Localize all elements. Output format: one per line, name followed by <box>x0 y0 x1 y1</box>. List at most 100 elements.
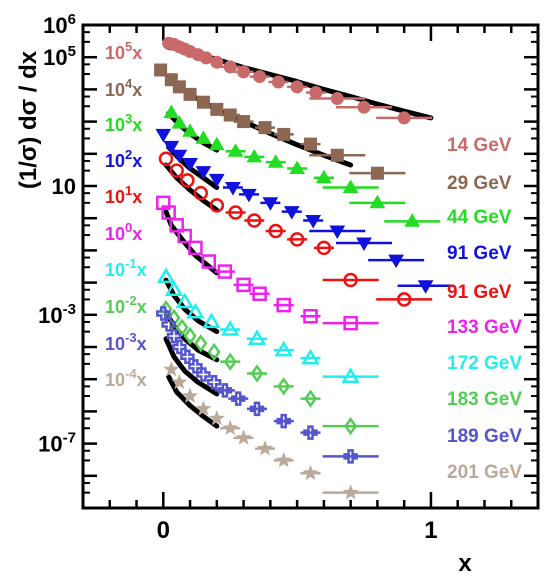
data-point <box>343 315 358 331</box>
data-point <box>180 349 195 364</box>
series-energy-label: 133 GeV <box>447 317 522 338</box>
data-point <box>210 102 224 116</box>
data-point <box>163 104 180 119</box>
data-point <box>330 148 344 162</box>
series-energy-label: 183 GeV <box>447 389 522 410</box>
series-energy-label: 201 GeV <box>447 462 522 483</box>
data-point <box>223 352 237 371</box>
data-point <box>301 348 320 365</box>
scale-label: 10-2x <box>105 293 147 317</box>
series-9 <box>163 361 379 500</box>
data-point <box>155 128 172 143</box>
data-point <box>195 400 212 416</box>
data-point <box>343 272 358 288</box>
data-point <box>171 373 188 390</box>
data-point <box>305 215 322 229</box>
data-point <box>249 401 265 417</box>
data-points <box>154 36 454 500</box>
scale-label: 10-1x <box>105 256 147 280</box>
series-energy-label: 189 GeV <box>447 426 522 447</box>
data-point <box>164 280 184 296</box>
data-point <box>210 55 224 69</box>
data-point <box>247 213 262 228</box>
data-point <box>172 80 186 94</box>
data-point <box>195 166 212 180</box>
scale-label: 103x <box>105 111 142 135</box>
data-point <box>230 391 246 406</box>
data-point <box>235 429 252 445</box>
series-5 <box>156 195 379 331</box>
data-point <box>217 383 233 398</box>
data-point <box>329 225 346 239</box>
data-point <box>177 228 192 244</box>
data-point <box>357 100 371 114</box>
data-point <box>201 254 217 269</box>
data-point <box>171 149 188 164</box>
y-tick-label: 10-3 <box>38 301 76 328</box>
data-point <box>217 264 233 279</box>
x-tick-label: 1 <box>424 517 437 544</box>
data-point <box>183 87 197 101</box>
series-1 <box>154 63 406 180</box>
y-tick-label: 106 <box>43 11 76 38</box>
scale-label: 104x <box>105 76 142 100</box>
data-point <box>237 115 251 129</box>
scale-label: 10-4x <box>105 366 147 390</box>
data-point <box>289 232 305 247</box>
data-point <box>283 206 300 220</box>
data-point <box>277 377 291 396</box>
data-point <box>202 312 221 329</box>
data-point <box>303 309 318 324</box>
data-point <box>250 364 264 383</box>
series-energy-label: 172 GeV <box>447 353 522 374</box>
data-point <box>172 339 187 355</box>
series-6 <box>156 267 379 383</box>
series-8 <box>156 306 379 464</box>
data-point <box>175 318 189 337</box>
data-point <box>188 240 203 256</box>
data-point <box>161 205 176 220</box>
data-point <box>277 127 291 141</box>
data-point <box>175 292 194 309</box>
data-point <box>171 115 188 129</box>
y-axis-label: (1/σ) dσ / dx <box>15 50 42 189</box>
data-point <box>196 367 211 382</box>
scale-label: 100x <box>105 220 142 244</box>
data-point <box>258 121 272 135</box>
data-point <box>290 80 304 94</box>
fit-curve <box>163 277 220 335</box>
data-point <box>166 328 182 344</box>
data-point <box>267 154 284 168</box>
data-point <box>276 413 291 429</box>
data-point <box>237 65 251 79</box>
y-tick-label: 105 <box>43 43 76 70</box>
data-point <box>289 160 305 174</box>
data-point <box>156 306 171 321</box>
data-point <box>268 223 283 239</box>
data-point <box>208 136 225 151</box>
data-point <box>206 375 222 390</box>
data-point <box>228 205 243 220</box>
data-point <box>369 194 386 209</box>
labels: 105x 14 GeV 104x 29 GeV 103x 44 GeV 102x 91 GeV… <box>105 39 522 483</box>
series-0 <box>162 36 433 125</box>
data-point <box>194 334 208 353</box>
data-point <box>207 342 221 362</box>
data-point <box>188 359 203 374</box>
data-point <box>180 173 195 188</box>
data-point <box>388 254 404 269</box>
data-point <box>247 329 267 346</box>
scale-label: 102x <box>105 147 142 171</box>
data-point <box>182 387 199 403</box>
data-point <box>276 297 291 313</box>
series-3 <box>155 128 454 294</box>
data-point <box>396 292 412 307</box>
data-point <box>158 151 174 167</box>
data-point <box>236 277 251 293</box>
series-7 <box>159 299 379 436</box>
series-energy-label: 44 GeV <box>447 207 512 228</box>
data-point <box>154 63 168 77</box>
data-point <box>199 51 213 65</box>
scale-label: 105x <box>105 39 142 63</box>
